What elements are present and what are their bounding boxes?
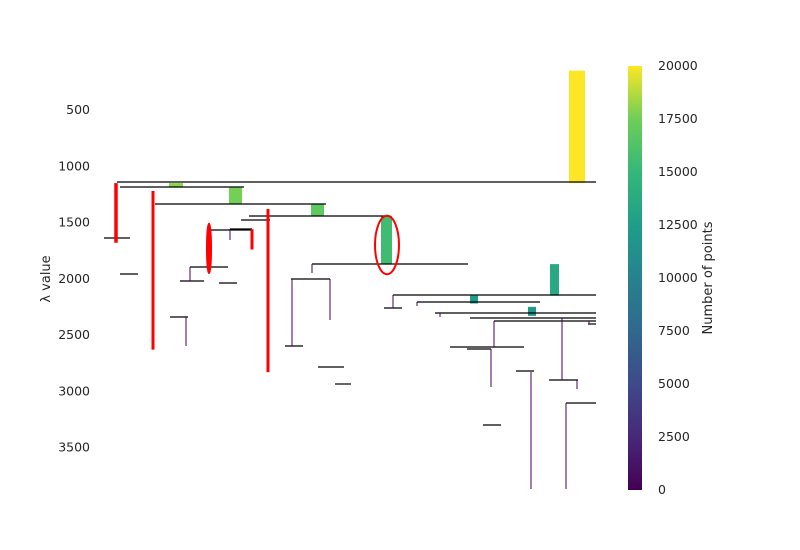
y-tick-label: 1000 [58,158,90,173]
y-tick-label: 1500 [58,215,90,230]
colorbar-tick-label: 5000 [658,376,690,391]
highlight-ellipse [374,214,400,276]
colorbar-label: Number of points [701,221,716,334]
y-tick-label: 3000 [58,383,90,398]
colorbar-tick-label: 20000 [658,58,698,73]
colorbar-tick-label: 17500 [658,111,698,126]
colorbar-ticks: 0 2500 5000 7500 10000 12500 15000 17500 20000 [658,58,698,497]
highlight-bar [151,191,155,350]
plot-area [104,70,596,489]
y-axis-label: λ value [39,255,54,302]
colorbar-tick-label: 10000 [658,270,698,285]
highlight-bar [266,209,270,373]
cluster-bar [169,183,183,188]
colorbar-tick-label: 7500 [658,323,690,338]
cluster-bar [569,70,585,184]
cluster-bar [550,264,559,296]
cluster-bar [528,306,536,316]
colorbar-tick-label: 2500 [658,429,690,444]
colorbar [628,66,642,490]
y-axis: 500 1000 1500 2000 2500 3000 3500 [58,102,90,455]
highlight-ellipse [206,222,212,275]
cluster-bar [470,295,478,304]
cluster-bar [311,204,324,216]
y-tick-label: 2000 [58,271,90,286]
colorbar-tick-label: 15000 [658,164,698,179]
y-tick-label: 500 [66,102,90,117]
highlight-bar [250,229,254,250]
y-tick-label: 3500 [58,440,90,455]
highlight-bar [114,183,118,243]
cluster-bar [229,187,242,205]
y-tick-label: 2500 [58,327,90,342]
cluster-bar [381,215,392,265]
colorbar-tick-label: 0 [658,482,666,497]
colorbar-tick-label: 12500 [658,217,698,232]
